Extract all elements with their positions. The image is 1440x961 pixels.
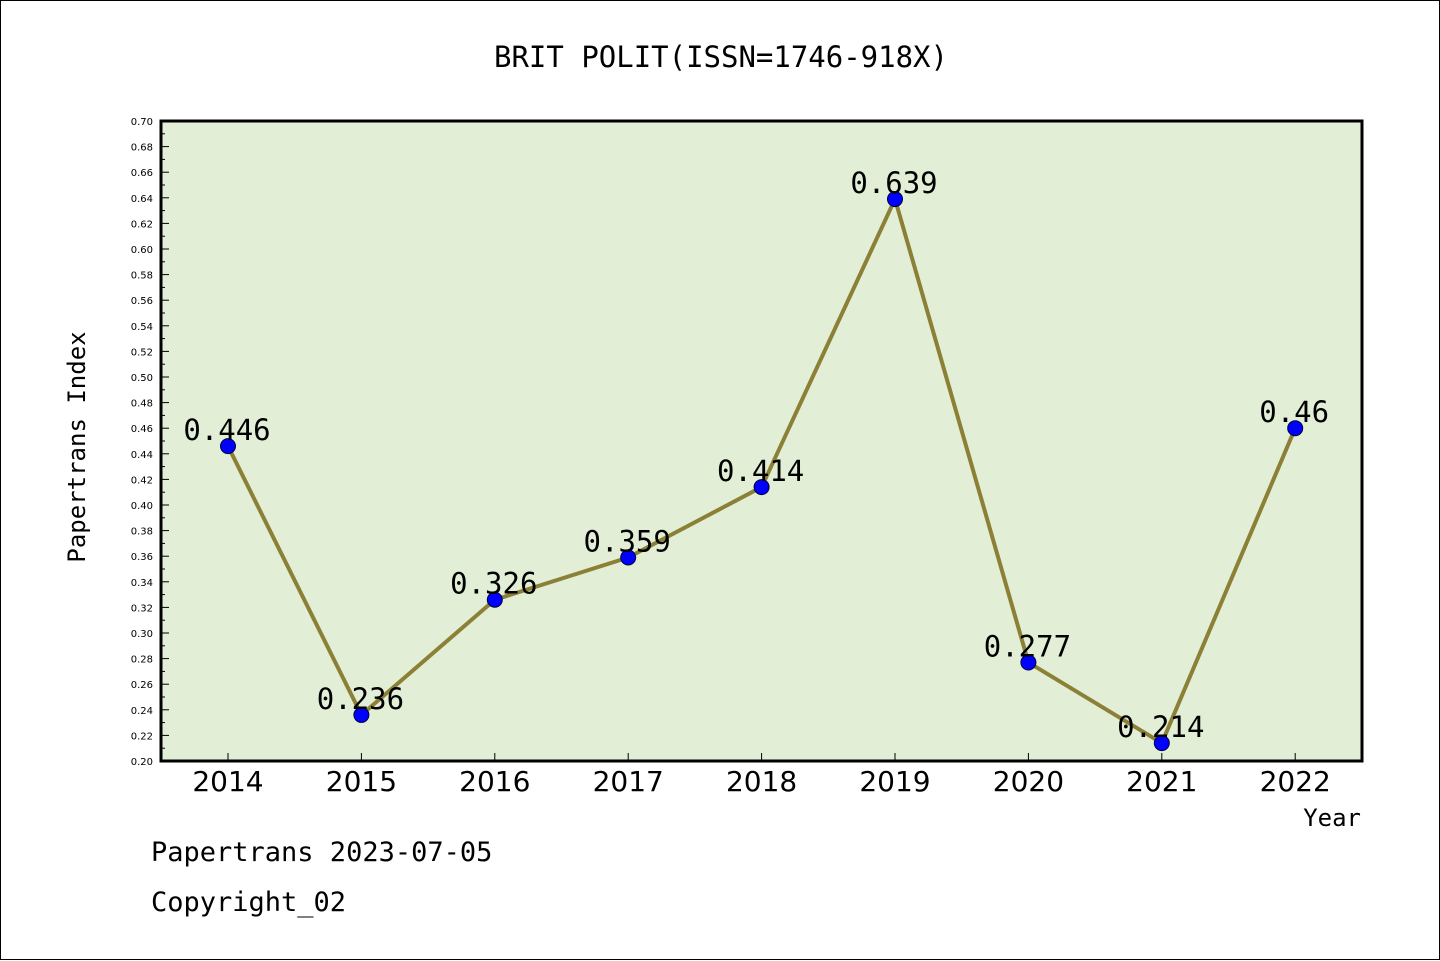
- data-label: 0.359: [584, 524, 671, 558]
- x-tick-label: 2019: [859, 765, 930, 798]
- y-tick-label: 0.20: [131, 757, 153, 768]
- footer-date: Papertrans 2023-07-05: [151, 837, 493, 868]
- y-tick-label: 0.58: [131, 271, 153, 282]
- data-label: 0.277: [984, 629, 1071, 663]
- y-tick-label: 0.44: [131, 450, 153, 461]
- data-label: 0.414: [717, 454, 804, 488]
- y-tick-label: 0.68: [131, 143, 153, 154]
- y-tick-label: 0.34: [131, 578, 153, 589]
- data-point: [753, 479, 770, 496]
- y-axis-ticks: 0.20 0.22 0.24 0.26 0.28 0.30 0.32 0.34 0.36 0.38…: [131, 117, 169, 768]
- y-tick-label: 0.50: [131, 373, 153, 384]
- x-tick-label: 2022: [1260, 765, 1331, 798]
- data-label: 0.214: [1117, 710, 1204, 744]
- footer-copyright: Copyright_02: [151, 887, 347, 918]
- y-tick-label: 0.36: [131, 552, 153, 563]
- x-tick-label: 2015: [326, 765, 397, 798]
- y-tick-label: 0.24: [131, 706, 153, 717]
- data-label: 0.639: [850, 166, 937, 200]
- data-point: [1287, 420, 1304, 437]
- x-tick-label: 2014: [192, 765, 263, 798]
- x-tick-label: 2018: [726, 765, 797, 798]
- x-tick-label: 2017: [593, 765, 664, 798]
- chart-title: BRIT POLIT(ISSN=1746-918X): [494, 40, 948, 74]
- x-tick-label: 2021: [1126, 765, 1197, 798]
- x-axis-ticks: 2014 2015 2016 2017 2018 2019 2020 2021 2022: [192, 753, 1331, 798]
- y-tick-label: 0.32: [131, 603, 153, 614]
- x-axis-label: Year: [1303, 804, 1361, 832]
- y-tick-label: 0.28: [131, 655, 153, 666]
- y-tick-label: 0.46: [131, 424, 153, 435]
- data-labels: 0.446 0.236 0.326 0.359 0.414 0.639 0.277 0.214…: [183, 166, 1329, 744]
- x-tick-label: 2020: [993, 765, 1064, 798]
- data-label: 0.326: [450, 567, 537, 601]
- y-tick-label: 0.30: [131, 629, 153, 640]
- y-tick-label: 0.54: [131, 322, 153, 333]
- y-tick-label: 0.42: [131, 475, 153, 486]
- series-markers: [220, 191, 1304, 752]
- data-point: [1020, 654, 1037, 671]
- plot-border: [159, 119, 1364, 763]
- data-label: 0.236: [317, 682, 404, 716]
- y-tick-label: 0.40: [131, 501, 153, 512]
- y-tick-label: 0.56: [131, 296, 153, 307]
- y-tick-label: 0.62: [131, 219, 153, 230]
- plot-area: [161, 121, 1362, 761]
- y-tick-label: 0.38: [131, 527, 153, 538]
- data-point: [220, 438, 236, 455]
- data-label: 0.46: [1259, 395, 1329, 429]
- data-point: [353, 706, 370, 723]
- y-tick-label: 0.60: [131, 245, 153, 256]
- data-point: [887, 191, 903, 208]
- data-point: [486, 591, 503, 608]
- y-axis-label: Papertrans Index: [63, 331, 91, 562]
- y-tick-label: 0.52: [131, 347, 153, 358]
- x-tick-label: 2016: [459, 765, 530, 798]
- data-point: [1153, 735, 1170, 752]
- y-tick-label: 0.22: [131, 731, 153, 742]
- y-tick-label: 0.64: [131, 194, 153, 205]
- y-tick-label: 0.70: [131, 117, 153, 128]
- data-point: [620, 549, 637, 566]
- y-tick-label: 0.48: [131, 399, 153, 410]
- y-tick-label: 0.66: [131, 168, 153, 179]
- data-label: 0.446: [183, 413, 270, 447]
- y-tick-label: 0.26: [131, 680, 153, 691]
